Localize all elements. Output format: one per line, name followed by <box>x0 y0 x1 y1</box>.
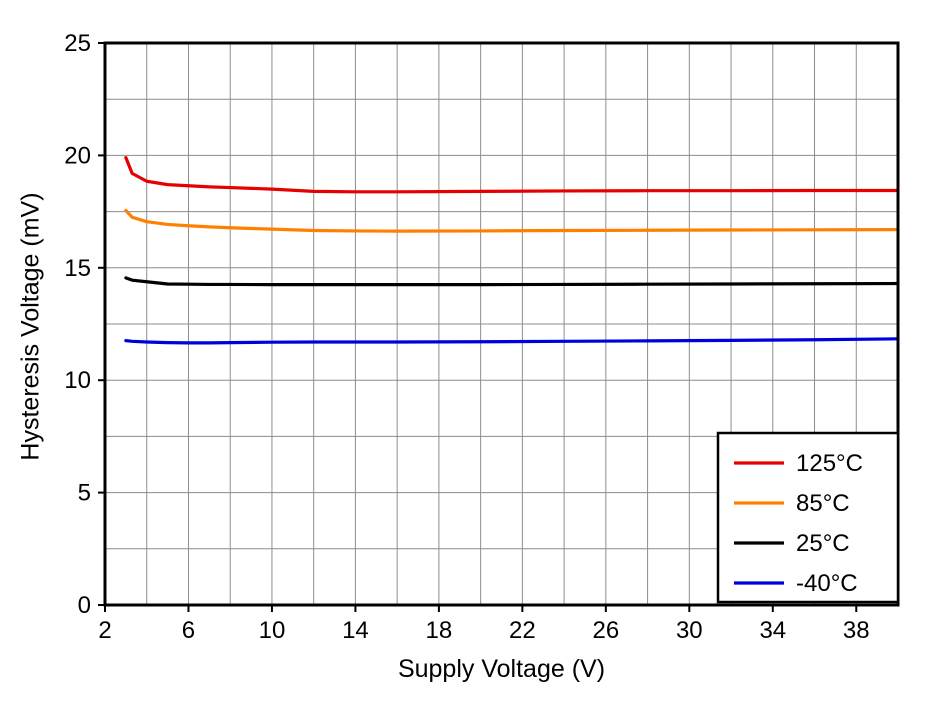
series-line--40C <box>124 337 900 345</box>
x-tick-label: 6 <box>182 617 195 644</box>
y-tick-label: 15 <box>64 255 91 282</box>
x-tick-label: 22 <box>509 617 536 644</box>
x-tick-label: 14 <box>342 617 369 644</box>
y-tick-label: 5 <box>78 480 91 507</box>
x-tick-label: 30 <box>676 617 703 644</box>
series-line-125C <box>124 156 900 194</box>
y-tick-label: 25 <box>64 30 91 57</box>
series-line-85C <box>124 208 900 233</box>
plot-border <box>103 41 900 607</box>
y-axis-title: Hysteresis Voltage (mV) <box>16 192 45 461</box>
x-tick-label: 38 <box>843 617 870 644</box>
x-tick-label: 34 <box>759 617 786 644</box>
y-tick-label: 10 <box>64 367 91 394</box>
legend-label-25C: 25°C <box>796 530 850 557</box>
x-tick-label: 2 <box>98 617 111 644</box>
legend-label-85C: 85°C <box>796 490 850 517</box>
x-axis-title: Supply Voltage (V) <box>397 655 606 683</box>
y-tick-label: 0 <box>78 592 91 619</box>
x-tick-label: 18 <box>426 617 453 644</box>
legend-box <box>716 431 900 604</box>
y-tick-label: 20 <box>64 142 91 169</box>
legend-label--40C: -40°C <box>796 570 858 597</box>
series-line-25C <box>124 276 900 287</box>
legend-label-125C: 125°C <box>796 450 863 477</box>
x-tick-label: 26 <box>592 617 619 644</box>
x-tick-label: 10 <box>259 617 286 644</box>
